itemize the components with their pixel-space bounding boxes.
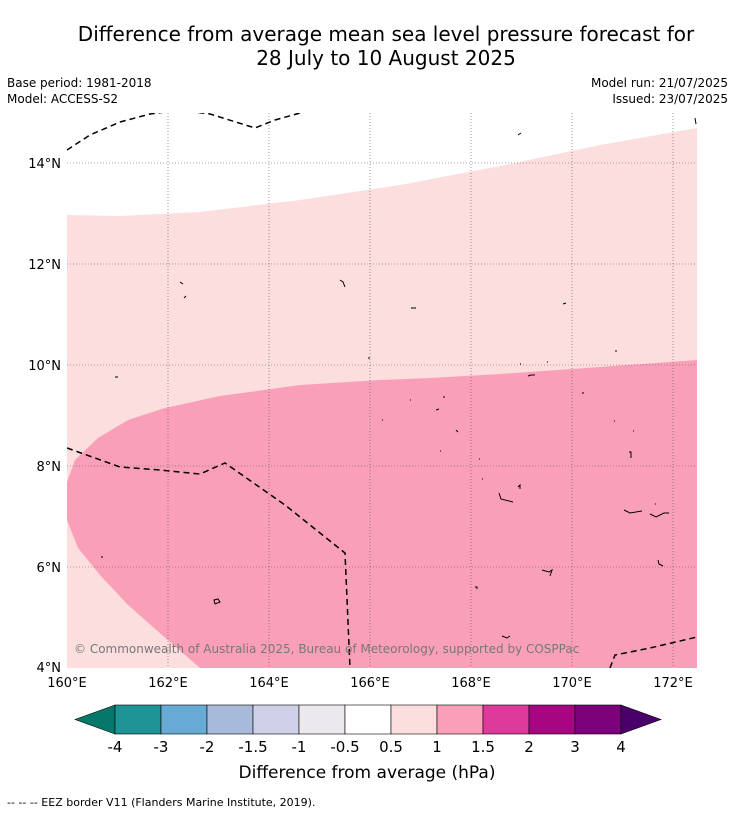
islands (101, 117, 697, 639)
colorbar-tick-label: -3 (154, 738, 169, 756)
y-tick-label: 4°N (37, 661, 62, 676)
copyright-note: © Commonwealth of Australia 2025, Bureau… (74, 642, 579, 656)
colorbar-title: Difference from average (hPa) (239, 763, 496, 783)
colorbar-tick-label: 3 (570, 738, 580, 756)
base-period: Base period: 1981-2018 (7, 76, 152, 90)
x-tick-label: 162°E (148, 676, 188, 691)
footer-note: -- -- -- EEZ border V11 (Flanders Marine… (7, 796, 316, 809)
colorbar-tick-label: -4 (108, 738, 123, 756)
colorbar-segment (206, 704, 254, 735)
x-tick-label: 170°E (552, 676, 592, 691)
eez-borders (67, 113, 697, 668)
chart-title: Difference from average mean sea level p… (0, 22, 736, 70)
colorbar-segment (114, 704, 162, 735)
x-tick-label: 160°E (47, 676, 87, 691)
colorbar-arrow-low (74, 704, 116, 735)
colorbar-segment (528, 704, 576, 735)
model-run: Model run: 21/07/2025 (590, 76, 728, 90)
colorbar-tick-label: 2 (524, 738, 534, 756)
colorbar-arrow-high (620, 704, 662, 735)
y-axis-labels: 4°N 6°N 8°N 10°N 12°N 14°N (28, 157, 61, 676)
colorbar-tick-label: 0.5 (379, 738, 403, 756)
meta-left: Base period: 1981-2018 Model: ACCESS-S2 (7, 75, 152, 107)
x-tick-label: 164°E (249, 676, 289, 691)
y-tick-label: 12°N (28, 258, 61, 273)
title-line-1: Difference from average mean sea level p… (77, 22, 695, 46)
colorbar-tick-label: 4 (616, 738, 626, 756)
region-1-to-1-5 (67, 360, 697, 668)
colorbar-segment (482, 704, 530, 735)
colorbar: -4 -3 -2 -1.5 -1 -0.5 0.5 1 1.5 2 3 4 (74, 704, 662, 756)
y-tick-label: 14°N (28, 157, 61, 172)
colorbar-tick-label: 1 (432, 738, 442, 756)
x-tick-label: 172°E (653, 676, 693, 691)
gridlines (67, 113, 697, 668)
colorbar-segment (344, 704, 392, 735)
colorbar-tick-label: -1.5 (238, 738, 267, 756)
x-axis-labels: 160°E 162°E 164°E 166°E 168°E 170°E 172°… (47, 676, 693, 691)
y-tick-label: 10°N (28, 359, 61, 374)
colorbar-segment (252, 704, 300, 735)
x-tick-label: 168°E (451, 676, 491, 691)
issued-date: Issued: 23/07/2025 (612, 92, 728, 106)
y-tick-label: 6°N (37, 561, 62, 576)
colorbar-segment (298, 704, 346, 735)
title-line-2: 28 July to 10 August 2025 (256, 46, 516, 70)
colorbar-segment (160, 704, 208, 735)
colorbar-tick-label: -1 (292, 738, 307, 756)
map-area: © Commonwealth of Australia 2025, Bureau… (67, 113, 697, 668)
y-tick-label: 8°N (37, 460, 62, 475)
colorbar-segment (574, 704, 622, 735)
model-name: Model: ACCESS-S2 (7, 92, 119, 106)
x-tick-label: 166°E (350, 676, 390, 691)
colorbar-tick-label: -0.5 (330, 738, 359, 756)
colorbar-segment (436, 704, 484, 735)
colorbar-tick-label: 1.5 (471, 738, 495, 756)
colorbar-segment (390, 704, 438, 735)
colorbar-tick-label: -2 (200, 738, 215, 756)
meta-right: Model run: 21/07/2025 Issued: 23/07/2025 (591, 75, 728, 107)
